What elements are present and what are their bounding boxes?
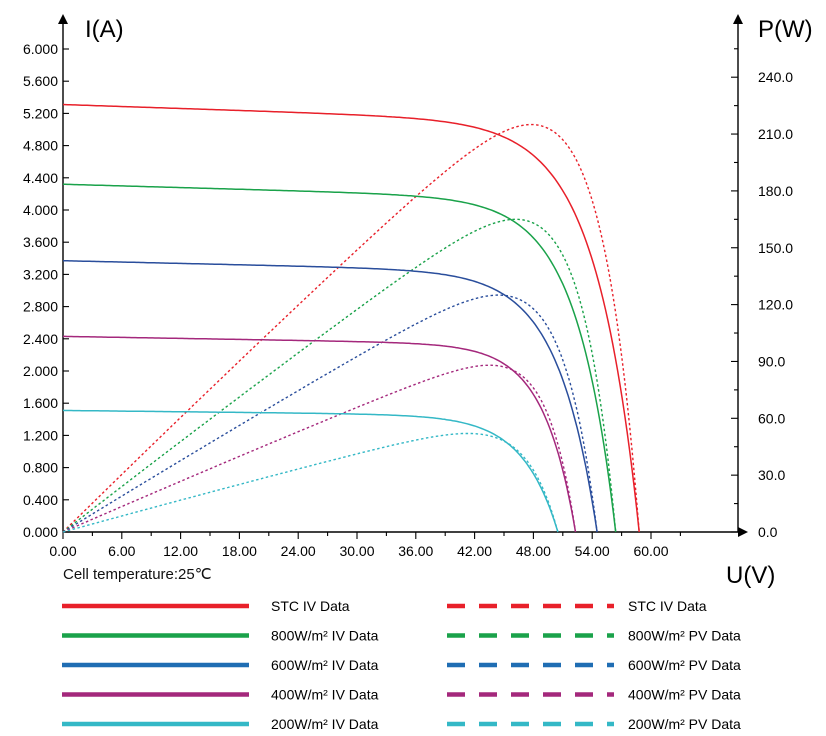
legend-pv-label-600: 600W/m² PV Data — [628, 657, 741, 673]
x-tick-label: 30.00 — [339, 543, 374, 559]
right-tick-label: 60.0 — [758, 410, 785, 426]
legend-pv-label-800: 800W/m² PV Data — [628, 628, 741, 644]
legend-pv-label-400: 400W/m² PV Data — [628, 687, 741, 703]
right-tick-label: 150.0 — [758, 240, 793, 256]
chart-axes: 0.00 6.00 12.00 18.00 24.00 30.00 36.00 42.00 48… — [23, 14, 793, 559]
cell-temperature-note: Cell temperature:25℃ — [63, 566, 212, 583]
left-tick-label: 4.000 — [23, 202, 58, 218]
x-axis-label: U(V) — [726, 562, 775, 589]
x-tick-label: 60.00 — [633, 543, 668, 559]
iv-curve-STC — [62, 103, 640, 533]
left-tick-label: 4.800 — [23, 138, 58, 154]
iv-curve-800 — [62, 183, 617, 533]
iv-curve-200 — [62, 409, 559, 533]
left-tick-label: 6.000 — [23, 41, 58, 57]
x-axis-arrow — [738, 527, 748, 537]
chart-curves — [62, 103, 640, 533]
pv-curve-800 — [62, 218, 617, 533]
left-tick-label: 0.000 — [23, 524, 58, 540]
right-tick-label: 210.0 — [758, 126, 793, 142]
left-tick-label: 5.600 — [23, 73, 58, 89]
legend-iv-label-400: 400W/m² IV Data — [271, 687, 379, 703]
left-tick-label: 0.400 — [23, 492, 58, 508]
x-tick-label: 18.00 — [222, 543, 257, 559]
right-axis-label: P(W) — [758, 16, 813, 43]
right-tick-label: 240.0 — [758, 69, 793, 85]
right-tick-label: 90.0 — [758, 353, 785, 369]
left-tick-label: 1.600 — [23, 395, 58, 411]
left-tick-label: 2.000 — [23, 363, 58, 379]
pv-curve-STC — [62, 123, 640, 533]
x-tick-label: 54.00 — [575, 543, 610, 559]
legend-iv-label-200: 200W/m² IV Data — [271, 716, 379, 732]
chart-legend: STC IV Data STC IV Data 800W/m² IV Data 800… — [62, 598, 741, 732]
x-tick-label: 48.00 — [516, 543, 551, 559]
left-tick-label: 3.600 — [23, 234, 58, 250]
left-tick-label: 1.200 — [23, 427, 58, 443]
pv-curve-200 — [62, 432, 559, 533]
left-axis-arrow — [58, 14, 68, 24]
iv-pv-chart: 0.00 6.00 12.00 18.00 24.00 30.00 36.00 42.00 48… — [23, 14, 813, 589]
legend-iv-label-STC: STC IV Data — [271, 598, 350, 614]
x-tick-label: 36.00 — [398, 543, 433, 559]
left-tick-label: 4.400 — [23, 170, 58, 186]
left-axis-label: I(A) — [85, 16, 124, 43]
left-tick-label: 0.800 — [23, 460, 58, 476]
right-tick-label: 180.0 — [758, 183, 793, 199]
left-tick-label: 3.200 — [23, 266, 58, 282]
right-tick-label: 120.0 — [758, 297, 793, 313]
legend-iv-label-600: 600W/m² IV Data — [271, 657, 379, 673]
pv-curve-400 — [62, 364, 577, 533]
x-tick-label: 42.00 — [457, 543, 492, 559]
left-tick-label: 2.400 — [23, 331, 58, 347]
pv-curve-600 — [62, 294, 598, 533]
x-tick-label: 6.00 — [108, 543, 135, 559]
x-tick-label: 0.00 — [49, 543, 76, 559]
right-axis-arrow — [733, 14, 743, 24]
iv-curve-600 — [62, 259, 598, 533]
x-tick-label: 12.00 — [163, 543, 198, 559]
iv-curve-400 — [63, 335, 577, 533]
legend-pv-label-200: 200W/m² PV Data — [628, 716, 741, 732]
left-tick-label: 2.800 — [23, 299, 58, 315]
x-tick-label: 24.00 — [281, 543, 316, 559]
right-tick-label: 30.0 — [758, 467, 785, 483]
legend-pv-label-STC: STC IV Data — [628, 598, 707, 614]
legend-iv-label-800: 800W/m² IV Data — [271, 628, 379, 644]
left-tick-label: 5.200 — [23, 105, 58, 121]
right-tick-label: 0.0 — [758, 524, 778, 540]
